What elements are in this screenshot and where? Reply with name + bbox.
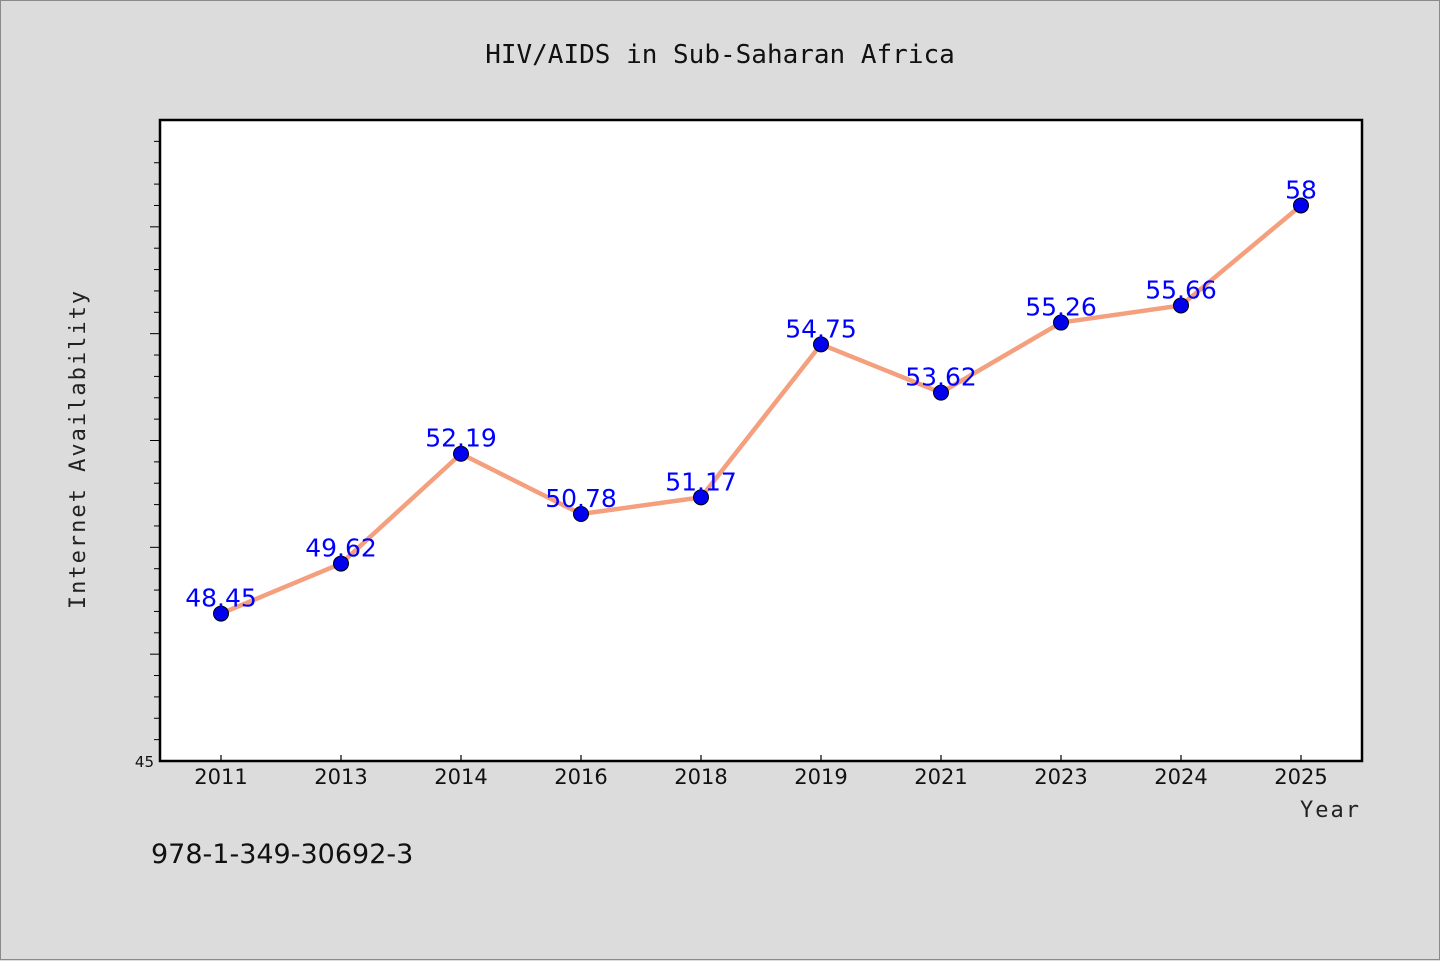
x-tick-label-2025: 2025	[1274, 765, 1327, 789]
x-axis-tick-labels: 2011 2013 2014 2016 2018 2019 2021 2023 2024 2025	[194, 765, 1327, 789]
x-tick-label-2023: 2023	[1034, 765, 1087, 789]
x-tick-label-2019: 2019	[794, 765, 847, 789]
data-point-2014	[453, 445, 469, 462]
plot-area	[158, 118, 1364, 763]
x-tick-label-2018: 2018	[674, 765, 727, 789]
x-tick-label-2016: 2016	[554, 765, 607, 789]
y-axis-ticks	[150, 140, 160, 741]
data-point-2025	[1293, 197, 1309, 214]
isbn-label: 978-1-349-30692-3	[151, 839, 413, 870]
data-label-2023: 55.26	[1025, 293, 1097, 322]
data-point-2016	[573, 506, 589, 523]
data-label-2011: 48.45	[185, 584, 257, 613]
data-point-2013	[333, 555, 349, 572]
x-axis-ticks	[220, 755, 1302, 761]
data-point-2018	[693, 489, 709, 506]
data-label-2019: 54.75	[785, 314, 857, 343]
y-axis-min-label: 45	[135, 753, 154, 771]
data-point-2024	[1173, 297, 1189, 314]
x-tick-label-2021: 2021	[914, 765, 967, 789]
data-label-2025: 58	[1285, 175, 1317, 204]
y-axis-title: Internet Availability	[66, 289, 91, 609]
x-tick-label-2013: 2013	[314, 765, 367, 789]
data-point-2023	[1053, 314, 1069, 331]
x-tick-label-2024: 2024	[1154, 765, 1207, 789]
chart-title: HIV/AIDS in Sub-Saharan Africa	[485, 40, 955, 70]
data-label-2016: 50.78	[545, 484, 617, 513]
x-tick-label-2014: 2014	[434, 765, 487, 789]
data-point-2011	[213, 605, 229, 622]
data-label-2014: 52.19	[425, 424, 497, 453]
data-label-2021: 53.62	[905, 363, 977, 392]
data-point-2019	[813, 336, 829, 353]
x-axis-title: Year	[1300, 798, 1361, 823]
x-tick-label-2011: 2011	[194, 765, 247, 789]
data-labels: 48.45 49.62 52.19 50.78 51.17 54.75 53.62 55.26…	[185, 175, 1317, 612]
data-label-2024: 55.66	[1145, 275, 1217, 304]
data-label-2018: 51.17	[665, 467, 737, 496]
data-label-2013: 49.62	[305, 534, 377, 563]
data-point-2021	[933, 384, 949, 401]
data-markers	[213, 197, 1309, 622]
series-line	[218, 203, 1304, 616]
